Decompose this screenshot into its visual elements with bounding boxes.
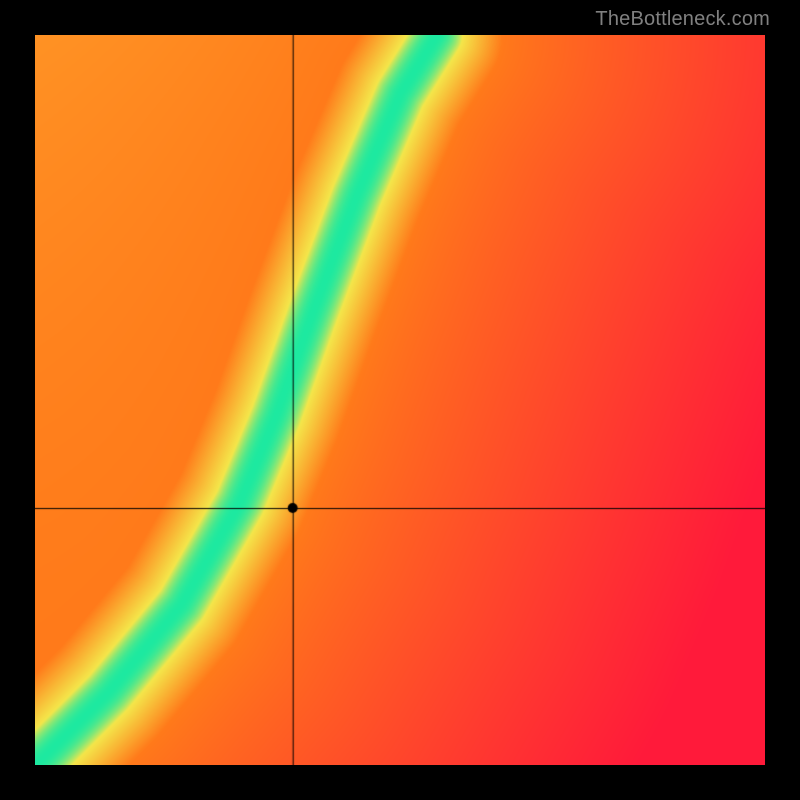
- bottleneck-heatmap: [35, 35, 765, 765]
- watermark-text: TheBottleneck.com: [595, 8, 770, 31]
